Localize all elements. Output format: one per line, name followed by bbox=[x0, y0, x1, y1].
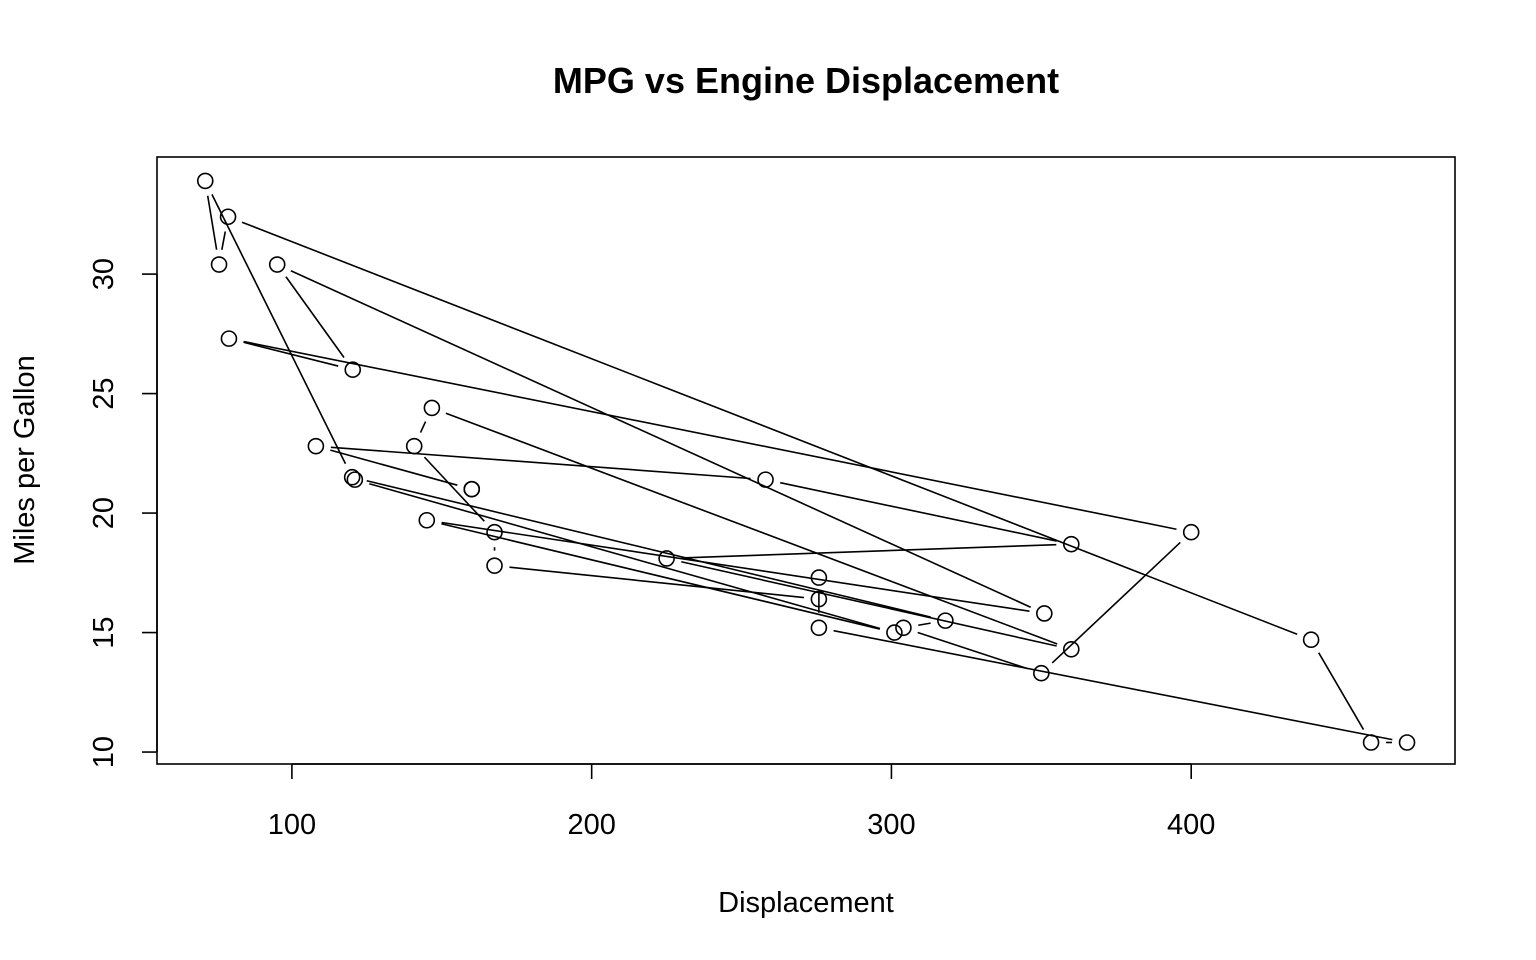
series-0-segment-2 bbox=[330, 446, 751, 480]
series-0-segment-15 bbox=[1317, 652, 1365, 730]
data-point-25 bbox=[220, 330, 238, 347]
data-point-24 bbox=[1182, 523, 1200, 541]
series-0-segment-27 bbox=[290, 270, 1031, 608]
series-0-segment-21 bbox=[918, 622, 931, 627]
data-point-6 bbox=[1062, 640, 1080, 658]
y-axis-label: Miles per Gallon bbox=[9, 355, 41, 565]
series-0-segment-20 bbox=[366, 479, 932, 618]
data-point-13 bbox=[810, 619, 828, 637]
series-0-segment-19 bbox=[211, 193, 347, 465]
series-0-segment-3 bbox=[780, 481, 1057, 542]
series-0-segment-30 bbox=[369, 482, 881, 630]
x-tick-label-400: 400 bbox=[1167, 809, 1215, 841]
data-point-2 bbox=[307, 437, 325, 455]
series-0-segment-10 bbox=[509, 566, 805, 599]
series-0-segment-29 bbox=[441, 522, 881, 630]
x-axis-label: Displacement bbox=[718, 887, 894, 919]
data-point-15 bbox=[1362, 734, 1380, 751]
data-point-30 bbox=[886, 624, 903, 641]
series-0-segment-18 bbox=[206, 195, 218, 250]
data-point-17 bbox=[219, 208, 237, 226]
y-tick-label-15: 15 bbox=[88, 616, 120, 648]
series-0-segment-16 bbox=[241, 221, 1298, 636]
series-group bbox=[196, 172, 1416, 751]
data-point-21 bbox=[937, 612, 954, 629]
data-point-26 bbox=[344, 361, 362, 378]
data-point-3 bbox=[757, 471, 774, 488]
series-0-segment-4 bbox=[681, 543, 1057, 559]
data-point-7 bbox=[423, 399, 441, 417]
y-tick-label-25: 25 bbox=[88, 377, 120, 409]
series-0-segment-17 bbox=[221, 231, 227, 250]
data-point-1 bbox=[463, 480, 481, 498]
data-point-4 bbox=[1062, 535, 1080, 553]
series-0-segment-5 bbox=[681, 560, 1057, 647]
data-point-19 bbox=[196, 172, 214, 190]
data-point-29 bbox=[418, 511, 436, 529]
data-point-27 bbox=[268, 256, 286, 273]
data-point-5 bbox=[658, 550, 675, 567]
data-point-18 bbox=[210, 256, 228, 273]
series-0-segment-28 bbox=[441, 521, 1030, 612]
data-point-10 bbox=[486, 557, 503, 574]
data-point-11 bbox=[810, 590, 828, 608]
data-point-9 bbox=[486, 523, 503, 541]
data-point-22 bbox=[895, 619, 912, 637]
y-tick-label-10: 10 bbox=[88, 736, 120, 768]
y-tick-label-30: 30 bbox=[88, 258, 120, 290]
y-tick-label-20: 20 bbox=[88, 497, 120, 529]
series-0-segment-1 bbox=[330, 449, 458, 486]
series-0-segment-25 bbox=[243, 341, 339, 367]
series-0-segment-26 bbox=[285, 276, 345, 358]
series-0-segment-24 bbox=[243, 340, 1177, 531]
data-point-12 bbox=[810, 569, 828, 586]
data-point-14 bbox=[1398, 734, 1416, 751]
series-0-segment-8 bbox=[423, 456, 485, 522]
series-0-segment-13 bbox=[833, 629, 1393, 741]
series-0-segment-7 bbox=[419, 421, 427, 433]
chart-title: MPG vs Engine Displacement bbox=[553, 60, 1059, 101]
data-point-16 bbox=[1302, 631, 1320, 649]
x-tick-label-200: 200 bbox=[567, 809, 615, 841]
data-point-8 bbox=[405, 437, 423, 455]
data-point-28 bbox=[1036, 605, 1053, 622]
data-point-23 bbox=[1033, 664, 1050, 682]
x-axis: 100 200 300 400 bbox=[268, 763, 1215, 841]
x-tick-label-300: 300 bbox=[867, 809, 915, 841]
data-point-20 bbox=[343, 468, 361, 486]
plot-frame bbox=[156, 156, 1456, 765]
series-0-segment-22 bbox=[917, 631, 1028, 670]
y-axis: 10 15 20 25 30 bbox=[88, 258, 158, 768]
series-0-segment-6 bbox=[445, 412, 1058, 645]
x-tick-label-100: 100 bbox=[268, 809, 316, 841]
data-point-31 bbox=[346, 471, 364, 488]
series-0-segment-23 bbox=[1051, 541, 1181, 664]
